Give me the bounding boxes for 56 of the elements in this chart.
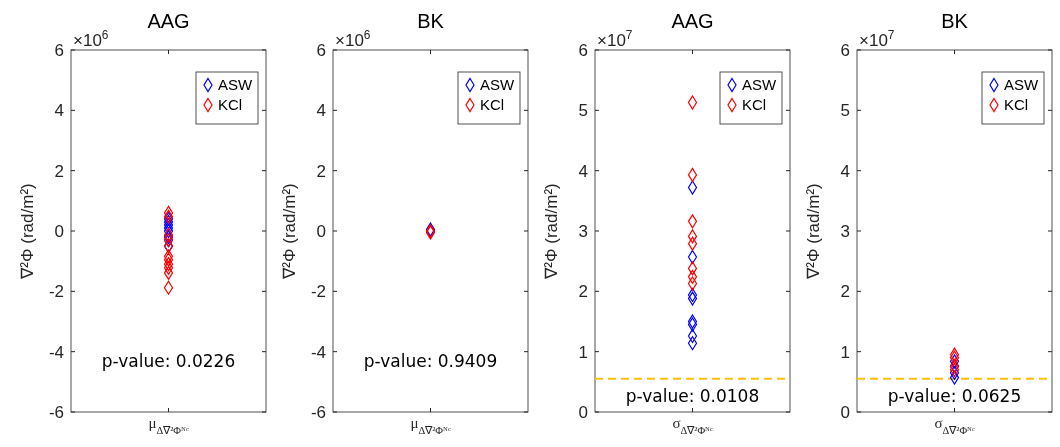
- y-tick-label: 5: [578, 101, 588, 121]
- annotation: p-value: 0.9409: [363, 351, 498, 371]
- x-tick-label: μ$_{Δ∇²Φᴺᶜ}$: [148, 415, 189, 436]
- y-tick-label: 3: [578, 221, 588, 241]
- chart-title: BK: [941, 10, 969, 32]
- y-axis-title: ∇²Φ (rad/m²): [280, 183, 299, 280]
- y-tick-label: 4: [578, 161, 588, 181]
- y-tick-label: -6: [310, 402, 326, 422]
- y-axis-title: ∇²Φ (rad/m²): [542, 183, 561, 280]
- chart-title: AAG: [671, 10, 714, 32]
- y-tick-label: 1: [840, 342, 850, 362]
- y-tick-label: -4: [48, 342, 64, 362]
- y-tick-label: 0: [54, 221, 64, 241]
- y-tick-label: 4: [840, 161, 850, 181]
- y-tick-label: -2: [48, 282, 64, 302]
- annotation: ×10$^{7}$: [859, 28, 895, 50]
- y-tick-label: 2: [316, 161, 326, 181]
- x-tick-label: σ$_{Δ∇²Φᴺᶜ}$: [934, 415, 975, 436]
- y-tick-label: 2: [54, 161, 64, 181]
- text: ×10$^{6}$: [335, 28, 371, 50]
- x-tick-label: σ$_{Δ∇²Φᴺᶜ}$: [672, 415, 713, 436]
- y-tick-label: -6: [48, 402, 64, 422]
- annotation: p-value: 0.0108: [625, 386, 760, 406]
- legend-label: ASW: [1004, 76, 1040, 94]
- annotation: p-value: 0.0226: [101, 351, 236, 371]
- y-tick-label: 6: [578, 40, 588, 60]
- annotation: p-value: 0.0625: [887, 386, 1022, 406]
- legend-label: KCl: [480, 96, 505, 114]
- legend-label: KCl: [1004, 96, 1029, 114]
- y-tick-label: 6: [316, 40, 326, 60]
- chart-title: AAG: [147, 10, 190, 32]
- annotation: ×10$^{7}$: [597, 28, 633, 50]
- legend-label: KCl: [218, 96, 243, 114]
- y-tick-label: 3: [840, 221, 850, 241]
- y-tick-label: 0: [840, 402, 850, 422]
- y-tick-label: -2: [310, 282, 326, 302]
- y-tick-label: 4: [316, 101, 326, 121]
- y-tick-label: 0: [578, 402, 588, 422]
- y-axis-title: ∇²Φ (rad/m²): [804, 183, 823, 280]
- legend-label: KCl: [742, 96, 767, 114]
- legend-label: ASW: [480, 76, 516, 94]
- y-tick-label: 6: [840, 40, 850, 60]
- y-tick-label: 0: [316, 221, 326, 241]
- legend-label: ASW: [218, 76, 254, 94]
- y-tick-label: 5: [840, 101, 850, 121]
- y-tick-label: 2: [578, 282, 588, 302]
- text: ×10$^{6}$: [73, 28, 109, 50]
- y-tick-label: 1: [578, 342, 588, 362]
- y-tick-label: 2: [840, 282, 850, 302]
- y-tick-label: 6: [54, 40, 64, 60]
- y-tick-label: -4: [310, 342, 326, 362]
- x-tick-label: μ$_{Δ∇²Φᴺᶜ}$: [410, 415, 451, 436]
- y-axis-title: ∇²Φ (rad/m²): [18, 183, 37, 280]
- chart-title: BK: [417, 10, 445, 32]
- y-tick-label: 4: [54, 101, 64, 121]
- legend-label: ASW: [742, 76, 778, 94]
